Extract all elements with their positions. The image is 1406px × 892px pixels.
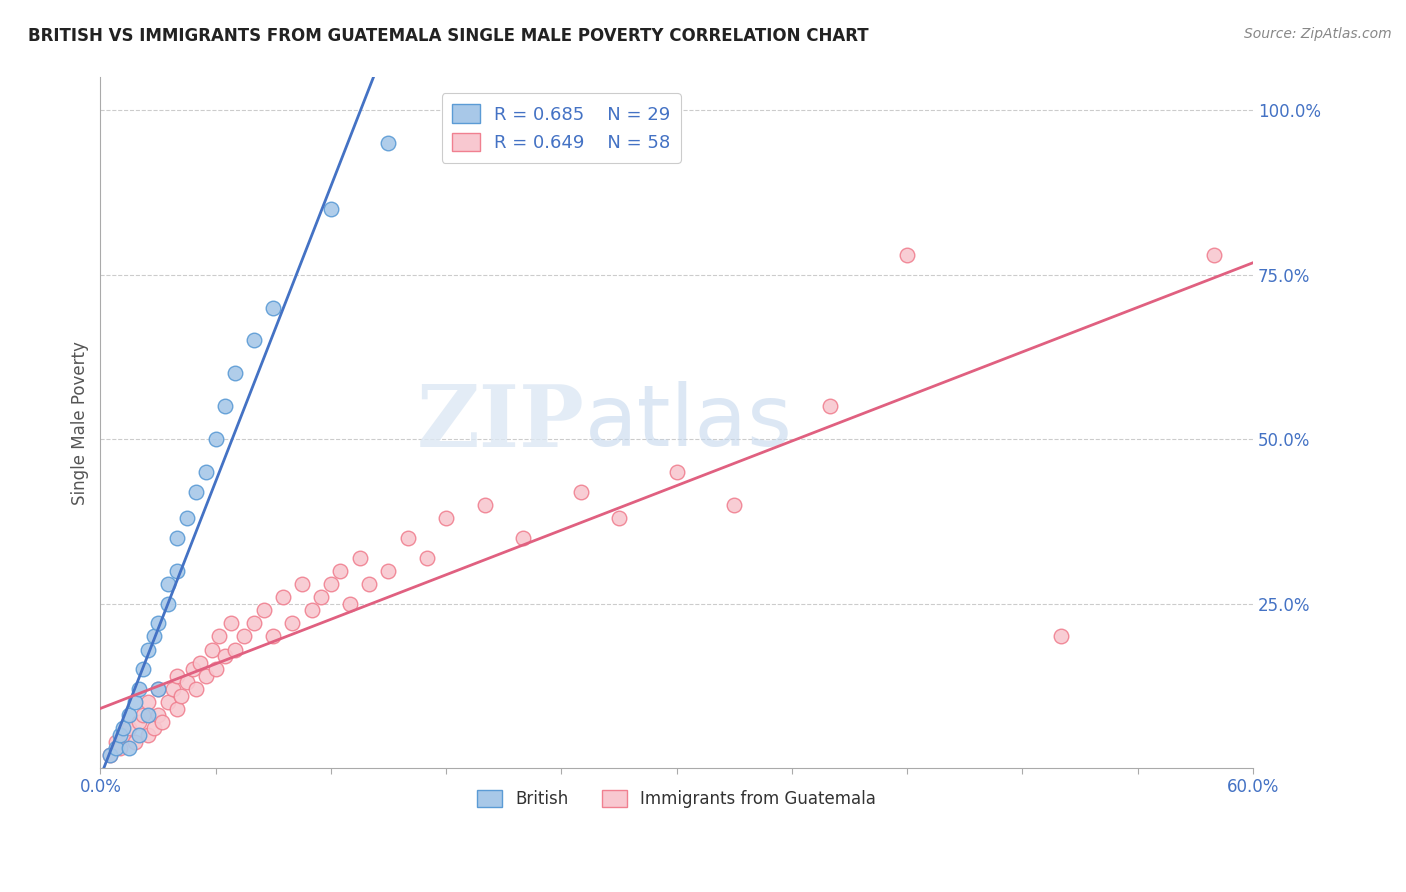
Point [138, 728, 160, 742]
Point [176, 675, 198, 690]
Point [665, 465, 688, 479]
Point [112, 722, 135, 736]
Point [569, 484, 592, 499]
Point [319, 576, 342, 591]
Point [208, 629, 231, 643]
Point [416, 550, 439, 565]
Point [186, 484, 208, 499]
Point [124, 734, 146, 748]
Point [98, 747, 121, 762]
Point [262, 629, 284, 643]
Point [359, 576, 381, 591]
Point [607, 511, 630, 525]
Point [138, 642, 160, 657]
Point [118, 708, 141, 723]
Point [186, 681, 208, 696]
Point [176, 511, 198, 525]
Point [1204, 248, 1226, 262]
Point [474, 498, 496, 512]
Point [434, 511, 457, 525]
Text: ZIP: ZIP [416, 381, 585, 465]
Point [146, 708, 169, 723]
Point [319, 202, 342, 216]
Text: Source: ZipAtlas.com: Source: ZipAtlas.com [1244, 27, 1392, 41]
Point [98, 747, 121, 762]
Point [195, 669, 218, 683]
Point [131, 708, 153, 723]
Point [143, 629, 166, 643]
Text: atlas: atlas [585, 381, 793, 464]
Point [118, 722, 141, 736]
Point [143, 722, 166, 736]
Point [281, 616, 304, 631]
Point [104, 741, 127, 756]
Point [377, 564, 399, 578]
Point [309, 590, 332, 604]
Point [339, 597, 361, 611]
Point [128, 728, 150, 742]
Point [349, 550, 371, 565]
Point [128, 714, 150, 729]
Point [301, 603, 323, 617]
Point [291, 576, 314, 591]
Point [146, 681, 169, 696]
Point [118, 741, 141, 756]
Point [162, 681, 184, 696]
Point [146, 681, 169, 696]
Point [104, 734, 127, 748]
Point [224, 367, 246, 381]
Point [156, 695, 179, 709]
Point [166, 564, 188, 578]
Point [1049, 629, 1071, 643]
Point [156, 597, 179, 611]
Point [820, 399, 842, 413]
Point [377, 136, 399, 151]
Point [262, 301, 284, 315]
Point [156, 576, 179, 591]
Point [204, 432, 226, 446]
Point [108, 728, 131, 742]
Point [329, 564, 352, 578]
Point [166, 669, 188, 683]
Point [108, 741, 131, 756]
Point [170, 689, 193, 703]
Point [138, 708, 160, 723]
Point [271, 590, 294, 604]
Legend: British, Immigrants from Guatemala: British, Immigrants from Guatemala [471, 783, 883, 815]
Y-axis label: Single Male Poverty: Single Male Poverty [72, 341, 89, 505]
Point [166, 531, 188, 545]
Point [138, 695, 160, 709]
Point [146, 616, 169, 631]
Point [188, 656, 211, 670]
Point [396, 531, 419, 545]
Point [214, 399, 236, 413]
Point [243, 616, 266, 631]
Point [124, 695, 146, 709]
Point [131, 662, 153, 676]
Point [723, 498, 745, 512]
Text: BRITISH VS IMMIGRANTS FROM GUATEMALA SINGLE MALE POVERTY CORRELATION CHART: BRITISH VS IMMIGRANTS FROM GUATEMALA SIN… [28, 27, 869, 45]
Point [252, 603, 274, 617]
Point [233, 629, 256, 643]
Point [224, 642, 246, 657]
Point [896, 248, 918, 262]
Point [128, 681, 150, 696]
Point [201, 642, 224, 657]
Point [219, 616, 242, 631]
Point [150, 714, 173, 729]
Point [195, 465, 218, 479]
Point [204, 662, 226, 676]
Point [512, 531, 534, 545]
Point [112, 728, 135, 742]
Point [181, 662, 204, 676]
Point [243, 334, 266, 348]
Point [166, 702, 188, 716]
Point [214, 649, 236, 664]
